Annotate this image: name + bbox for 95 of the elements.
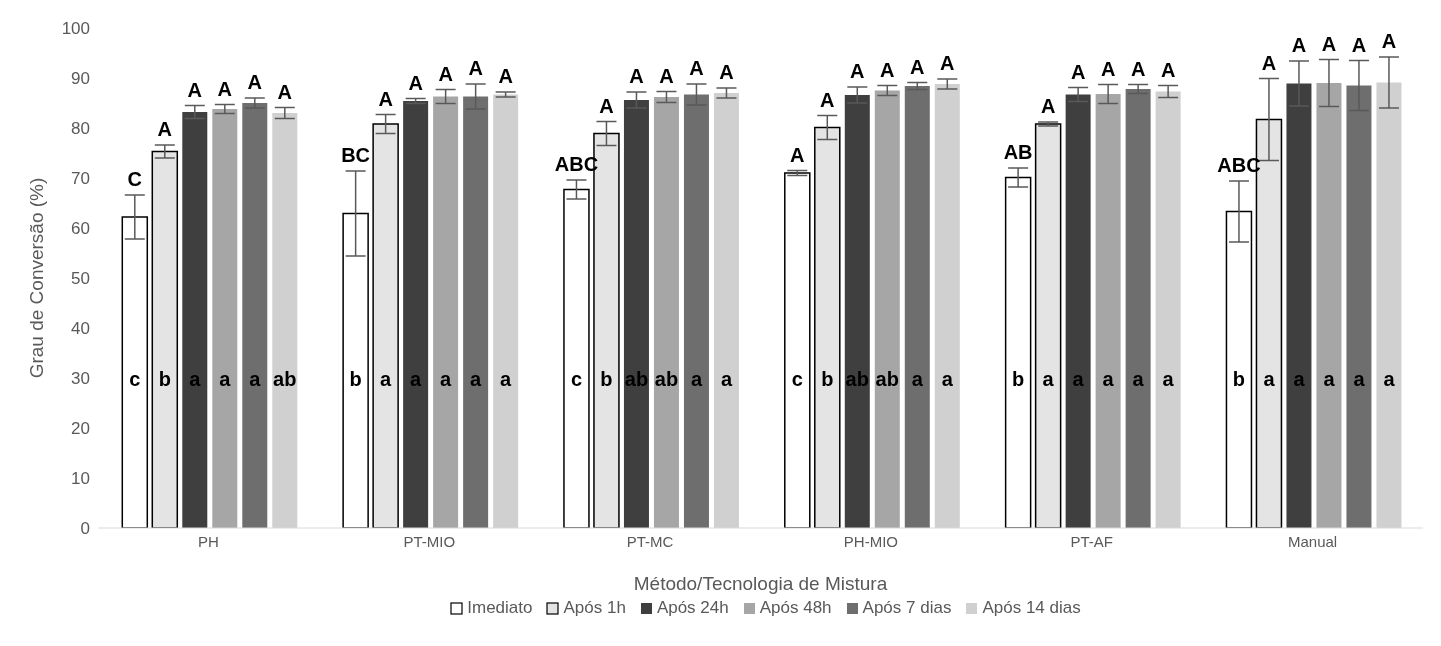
annotation: a: [1072, 368, 1085, 390]
annotation: a: [720, 368, 733, 390]
annotation: a: [1263, 368, 1276, 390]
annotation: a: [1323, 368, 1336, 390]
annotation: a: [1162, 368, 1175, 390]
x-tick-label: Manual: [1287, 532, 1338, 550]
annotation: b: [600, 368, 613, 390]
data-label: A: [408, 71, 423, 94]
data-label: A: [1351, 33, 1367, 56]
data-label: A: [1040, 95, 1056, 117]
data-label: A: [468, 57, 483, 79]
y-tick-label: 90: [71, 69, 90, 89]
y-tick-label: 20: [71, 419, 90, 439]
annotation: a: [249, 368, 262, 390]
annotation: ab: [624, 368, 649, 390]
legend-label: Após 7 dias: [861, 598, 952, 618]
data-label: A: [689, 57, 704, 79]
data-label: A: [719, 61, 734, 83]
data-label: A: [157, 118, 173, 140]
annotation: a: [410, 368, 423, 390]
data-label: A: [1381, 30, 1397, 52]
annotation: b: [1012, 368, 1025, 390]
data-label: AB: [1003, 141, 1033, 163]
y-tick-label: 0: [80, 519, 90, 539]
y-tick-label: 80: [71, 119, 90, 139]
legend-label: Imediato: [466, 598, 533, 618]
annotation: a: [690, 368, 703, 390]
annotation: a: [1042, 368, 1055, 390]
data-label: A: [1321, 32, 1337, 55]
annotation: ab: [845, 368, 869, 390]
annotation: c: [570, 368, 583, 390]
annotation: a: [189, 368, 202, 390]
data-label: A: [880, 58, 895, 81]
annotation: ab: [273, 368, 297, 390]
data-label: A: [1100, 57, 1116, 80]
y-tick-label: 40: [71, 319, 90, 339]
data-label: A: [1070, 60, 1086, 83]
y-tick-label: 70: [71, 169, 90, 189]
annotation: a: [1353, 368, 1366, 390]
data-label: A: [790, 143, 805, 166]
annotation: a: [219, 368, 232, 390]
y-tick-label: 50: [71, 269, 90, 289]
annotation: a: [500, 368, 513, 390]
x-tick-label: PH: [197, 532, 219, 550]
y-tick-label: 100: [61, 19, 90, 39]
data-label: A: [629, 65, 644, 87]
data-label: A: [1261, 51, 1277, 74]
annotation: a: [911, 368, 924, 390]
annotation: ab: [875, 368, 899, 390]
data-label: A: [277, 80, 293, 103]
x-axis-title: Método/Tecnologia de Mistura: [633, 573, 888, 594]
annotation: a: [1102, 368, 1115, 390]
x-tick-label: PT-MIO: [403, 532, 456, 550]
annotation: c: [129, 368, 141, 390]
data-label: A: [498, 65, 513, 87]
annotation: a: [1383, 368, 1396, 390]
annotation: c: [791, 368, 803, 390]
annotation: a: [1293, 368, 1306, 390]
data-label: A: [1160, 58, 1176, 81]
x-tick-label: PT-MC: [626, 532, 674, 550]
annotation: b: [821, 368, 834, 390]
annotation: a: [1132, 368, 1145, 390]
y-tick-label: 30: [71, 369, 90, 389]
y-tick-label: 60: [71, 219, 90, 239]
data-label: A: [1130, 57, 1146, 80]
annotation: a: [440, 368, 453, 390]
data-label: A: [378, 87, 393, 110]
annotation: a: [941, 368, 954, 390]
annotation: b: [349, 368, 362, 390]
annotation: a: [470, 368, 483, 390]
x-tick-label: PT-AF: [1070, 532, 1114, 550]
data-label: A: [659, 64, 674, 87]
annotation: ab: [654, 368, 679, 390]
data-label: C: [127, 168, 143, 190]
data-label: A: [850, 60, 865, 82]
data-label: A: [217, 77, 233, 100]
legend-label: Após 24h: [655, 598, 729, 618]
data-label: A: [910, 55, 925, 78]
annotation: b: [158, 368, 171, 390]
legend-label: Após 48h: [758, 598, 832, 618]
y-tick-label: 10: [71, 469, 90, 489]
data-label: A: [187, 78, 203, 101]
data-label: A: [820, 88, 835, 111]
legend-label: Após 1h: [562, 598, 626, 618]
data-label: A: [1291, 34, 1307, 56]
y-axis-title: Grau de Conversão (%): [25, 177, 47, 379]
x-tick-label: PH-MIO: [843, 532, 898, 550]
data-label: A: [940, 52, 955, 74]
data-label: A: [599, 94, 614, 117]
data-label: A: [438, 62, 453, 85]
annotation: b: [1232, 368, 1246, 390]
data-label: BC: [341, 144, 371, 166]
annotation: a: [380, 368, 393, 390]
data-label: A: [247, 71, 263, 93]
legend-label: Após 14 dias: [981, 598, 1081, 618]
